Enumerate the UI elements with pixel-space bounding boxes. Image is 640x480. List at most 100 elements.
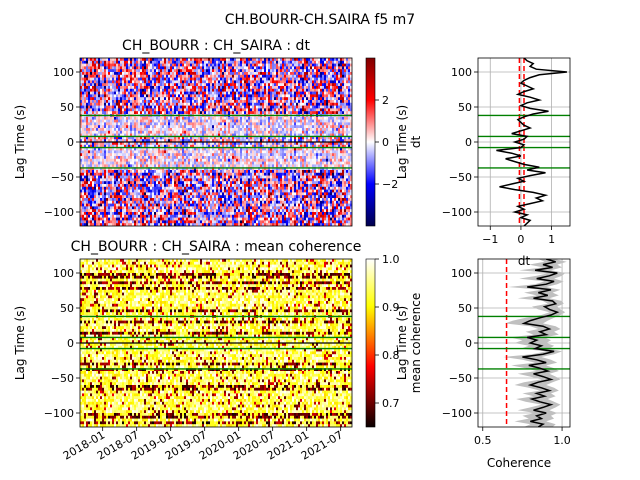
heatmap-cell (230, 105, 233, 109)
heatmap-cell (264, 77, 267, 81)
heatmap-cell (104, 119, 107, 123)
heatmap-cell (124, 158, 127, 162)
heatmap-cell (82, 102, 85, 106)
heatmap-cell (256, 119, 259, 123)
heatmap-cell (152, 158, 155, 162)
heatmap-cell (98, 88, 101, 92)
heatmap-cell (274, 58, 277, 62)
heatmap-cell (246, 80, 249, 84)
heatmap-cell (254, 108, 257, 112)
heatmap-cell (142, 111, 145, 115)
heatmap-cell (302, 128, 305, 132)
heatmap-cell (186, 122, 189, 126)
heatmap-cell (216, 108, 219, 112)
heatmap-cell (212, 60, 215, 64)
heatmap-cell (282, 88, 285, 92)
heatmap-cell (348, 88, 351, 92)
heatmap-cell (138, 91, 141, 95)
heatmap-cell (132, 83, 135, 87)
heatmap-cell (84, 105, 87, 109)
heatmap-cell (328, 60, 331, 64)
heatmap-cell (282, 144, 285, 148)
heatmap-cell (142, 94, 145, 98)
heatmap-cell (156, 108, 159, 112)
heatmap-cell (212, 80, 215, 84)
heatmap-cell (170, 158, 173, 162)
heatmap-cell (116, 97, 119, 101)
heatmap-cell (296, 94, 299, 98)
heatmap-cell (236, 63, 239, 67)
heatmap-cell (196, 111, 199, 115)
heatmap-cell (328, 69, 331, 73)
heatmap-cell (324, 63, 327, 67)
heatmap-cell (302, 77, 305, 81)
heatmap-cell (200, 72, 203, 76)
heatmap-cell (166, 80, 169, 84)
heatmap-cell (240, 111, 243, 115)
heatmap-cell (262, 147, 265, 151)
heatmap-cell (312, 58, 315, 62)
heatmap-cell (252, 80, 255, 84)
heatmap-cell (314, 69, 317, 73)
heatmap-cell (170, 150, 173, 154)
heatmap-cell (118, 147, 121, 151)
heatmap-cell (312, 66, 315, 70)
heatmap-cell (312, 133, 315, 137)
heatmap-cell (170, 86, 173, 90)
heatmap-cell (194, 91, 197, 95)
heatmap-cell (208, 144, 211, 148)
heatmap-cell (188, 139, 191, 143)
heatmap-cell (292, 108, 295, 112)
heatmap-cell (194, 69, 197, 73)
heatmap-cell (104, 88, 107, 92)
heatmap-cell (142, 100, 145, 104)
heatmap-cell (234, 125, 237, 129)
heatmap-cell (96, 100, 99, 104)
heatmap-cell (94, 147, 97, 151)
heatmap-cell (190, 147, 193, 151)
heatmap-cell (148, 105, 151, 109)
heatmap-cell (218, 108, 221, 112)
heatmap-cell (268, 147, 271, 151)
heatmap-cell (94, 86, 97, 90)
heatmap-cell (180, 144, 183, 148)
heatmap-cell (110, 150, 113, 154)
heatmap-cell (264, 83, 267, 87)
heatmap-cell (98, 147, 101, 151)
heatmap-cell (348, 108, 351, 112)
heatmap-cell (318, 69, 321, 73)
heatmap-cell (138, 94, 141, 98)
heatmap-cell (102, 125, 105, 129)
heatmap-cell (276, 91, 279, 95)
heatmap-cell (196, 83, 199, 87)
heatmap-cell (128, 133, 131, 137)
heatmap-cell (202, 111, 205, 115)
heatmap-cell (266, 60, 269, 64)
heatmap-cell (80, 102, 83, 106)
heatmap-cell (282, 77, 285, 81)
heatmap-cell (136, 153, 139, 157)
heatmap-cell (220, 158, 223, 162)
heatmap-cell (96, 80, 99, 84)
heatmap-cell (320, 125, 323, 129)
heatmap-cell (242, 97, 245, 101)
heatmap-cell (120, 125, 123, 129)
heatmap-cell (326, 133, 329, 137)
heatmap-cell (146, 72, 149, 76)
heatmap-cell (264, 139, 267, 143)
heatmap-cell (266, 100, 269, 104)
heatmap-cell (86, 156, 89, 160)
heatmap-cell (256, 58, 259, 62)
heatmap-cell (108, 83, 111, 87)
heatmap-cell (192, 58, 195, 62)
heatmap-cell (278, 102, 281, 106)
heatmap-cell (96, 144, 99, 148)
heatmap-cell (142, 88, 145, 92)
heatmap-cell (114, 100, 117, 104)
heatmap-cell (228, 153, 231, 157)
heatmap-cell (80, 156, 83, 160)
heatmap-cell (268, 80, 271, 84)
heatmap-cell (98, 58, 101, 62)
heatmap-cell (346, 100, 349, 104)
heatmap-cell (264, 94, 267, 98)
